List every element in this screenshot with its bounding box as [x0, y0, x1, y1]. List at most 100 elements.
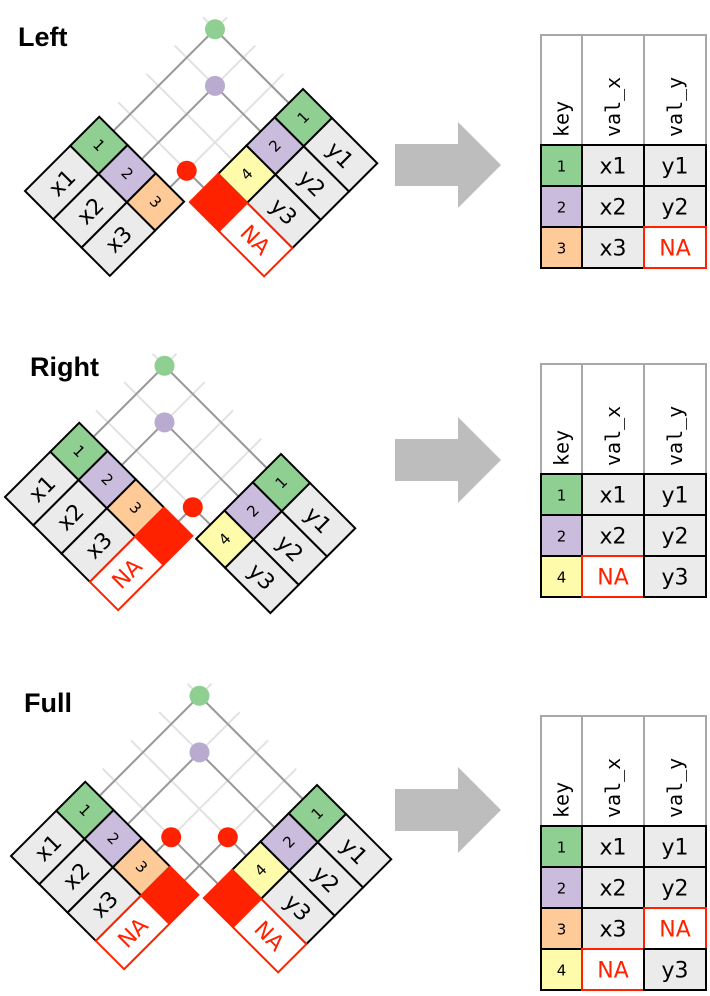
result-table: key val_x val_y 1 x1 y1 2 x2 y2 3 x3 NA [540, 34, 707, 269]
result-row: 1 x1 y1 [540, 144, 707, 187]
value-cell [80, 200, 157, 278]
result-row: 1 x1 y1 [540, 825, 707, 868]
header-label: key [550, 101, 574, 137]
result-row: 2 x2 y2 [540, 514, 707, 557]
key-label: 4 [557, 962, 567, 980]
value-cell [217, 201, 294, 278]
value-label: y3 [661, 959, 688, 984]
value-cell [643, 514, 707, 557]
value-label: x2 [599, 196, 626, 221]
header-cell [540, 363, 583, 475]
key-label: 2 [557, 199, 567, 217]
panel-title: Right [30, 352, 99, 382]
value-cell [231, 897, 308, 974]
result-table: key val_x val_y 1 x1 y1 2 x2 y2 4 NA y3 [540, 363, 707, 598]
key-label: 1 [557, 839, 567, 857]
table-row: 2x2 [37, 808, 144, 914]
table-row: NA [188, 172, 294, 278]
match-dot [176, 160, 197, 181]
table-row: 1x1 [9, 780, 115, 886]
table-row: 1x1 [23, 115, 129, 221]
key-cell [540, 226, 583, 269]
header-label: val_x [601, 758, 625, 818]
match-dot [217, 827, 238, 848]
header-label: val_y [663, 758, 687, 818]
arrow-icon [395, 417, 501, 503]
value-label: y1 [661, 155, 688, 180]
value-cell [223, 538, 301, 615]
table-row: 3x3 [66, 836, 172, 943]
match-dot [189, 742, 210, 763]
result-row: 3 x3 NA [540, 226, 707, 269]
value-label: y2 [661, 877, 688, 902]
value-label: NA [597, 959, 629, 984]
value-cell [643, 948, 707, 991]
header-label: val_x [601, 77, 625, 137]
key-cell [540, 555, 583, 598]
key-label: 4 [557, 569, 567, 587]
value-label: x1 [599, 155, 626, 180]
header-cell [643, 715, 707, 827]
result-header: key val_x val_y [540, 34, 707, 146]
value-label: x3 [599, 918, 626, 943]
left-table: 1x1 2x2 3x3 [23, 115, 186, 278]
match-line [92, 364, 268, 469]
header-cell [581, 363, 645, 475]
match-line [112, 27, 290, 132]
value-label: x1 [599, 836, 626, 861]
value-label: NA [597, 566, 629, 591]
key-label: 1 [557, 158, 567, 176]
header-cell [643, 34, 707, 146]
header-label: val_y [663, 406, 687, 466]
value-cell [643, 555, 707, 598]
header-cell [581, 34, 645, 146]
key-label: 2 [557, 880, 567, 898]
value-label: NA [659, 237, 691, 262]
result-row: 4 NA y3 [540, 555, 707, 598]
table-row: NA [202, 868, 308, 974]
header-label: val_y [663, 77, 687, 137]
table-row: NA [94, 865, 200, 971]
value-cell [581, 514, 645, 557]
value-label: NA [659, 918, 691, 943]
key-label: 3 [557, 240, 567, 258]
result-row: 1 x1 y1 [540, 473, 707, 516]
value-cell [581, 144, 645, 187]
result-table: key val_x val_y 1 x1 y1 2 x2 y2 3 x3 NA 4 NA y3 [540, 715, 707, 991]
result-header: key val_x val_y [540, 363, 707, 475]
value-label: x2 [599, 525, 626, 550]
result-row: 3 x3 NA [540, 907, 707, 950]
match-dot [154, 412, 175, 433]
value-label: y1 [661, 484, 688, 509]
table-row: 2y2 [223, 480, 329, 587]
header-cell [643, 363, 707, 475]
match-dot [154, 355, 175, 376]
key-label: 3 [557, 921, 567, 939]
key-label: 1 [557, 487, 567, 505]
value-label: x3 [599, 237, 626, 262]
table-row: 4y3 [194, 509, 301, 615]
value-label: y2 [661, 525, 688, 550]
result-row: 2 x2 y2 [540, 866, 707, 909]
value-label: x1 [599, 484, 626, 509]
value-cell [581, 555, 645, 598]
table-row: 2x2 [51, 143, 158, 249]
arrow-icon [395, 122, 501, 208]
match-dot [189, 685, 210, 706]
panel-title: Full [24, 688, 72, 718]
match-dot [182, 497, 203, 518]
grid-line [145, 73, 233, 161]
header-label: key [550, 430, 574, 466]
match-dot [205, 19, 225, 40]
value-cell [94, 894, 171, 971]
match-dot [205, 75, 225, 96]
match-dot [161, 827, 182, 848]
header-label: val_x [601, 406, 625, 466]
